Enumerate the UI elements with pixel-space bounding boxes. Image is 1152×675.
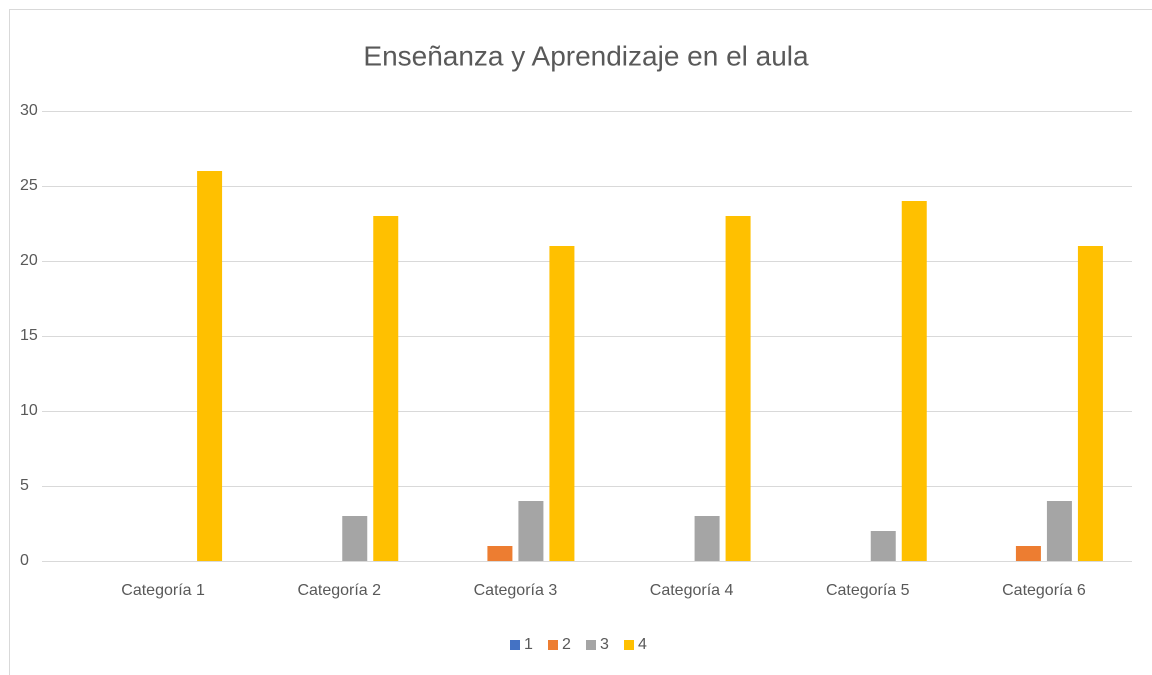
legend-label: 3	[600, 636, 609, 653]
legend-swatch	[548, 640, 558, 650]
bar	[487, 546, 513, 561]
bar	[725, 216, 751, 561]
y-tick-label: 15	[20, 327, 38, 344]
bar	[197, 171, 223, 561]
legend-label: 2	[562, 636, 571, 653]
bar	[1046, 501, 1072, 561]
y-tick-label: 5	[20, 477, 29, 494]
bar	[518, 501, 544, 561]
legend-label: 1	[524, 636, 533, 653]
legend-swatch	[510, 640, 520, 650]
x-tick-label: Categoría 2	[297, 582, 381, 599]
x-tick-label: Categoría 3	[474, 582, 558, 599]
chart-title: Enseñanza y Aprendizaje en el aula	[363, 40, 809, 71]
legend-swatch	[586, 640, 596, 650]
bar	[1077, 246, 1103, 561]
x-tick-label: Categoría 4	[650, 582, 734, 599]
y-tick-label: 25	[20, 177, 38, 194]
x-tick-label: Categoría 1	[121, 582, 205, 599]
y-tick-label: 20	[20, 252, 38, 269]
chart-frame	[9, 9, 1152, 675]
bar	[549, 246, 575, 561]
bar	[1015, 546, 1041, 561]
bar	[694, 516, 720, 561]
legend-label: 4	[638, 636, 647, 653]
x-tick-label: Categoría 6	[1002, 582, 1086, 599]
bar	[342, 516, 368, 561]
y-tick-label: 10	[20, 402, 38, 419]
y-tick-label: 0	[20, 552, 29, 569]
legend-swatch	[624, 640, 634, 650]
bar	[373, 216, 399, 561]
y-tick-label: 30	[20, 102, 38, 119]
bar	[901, 201, 927, 561]
bar	[870, 531, 896, 561]
x-tick-label: Categoría 5	[826, 582, 910, 599]
